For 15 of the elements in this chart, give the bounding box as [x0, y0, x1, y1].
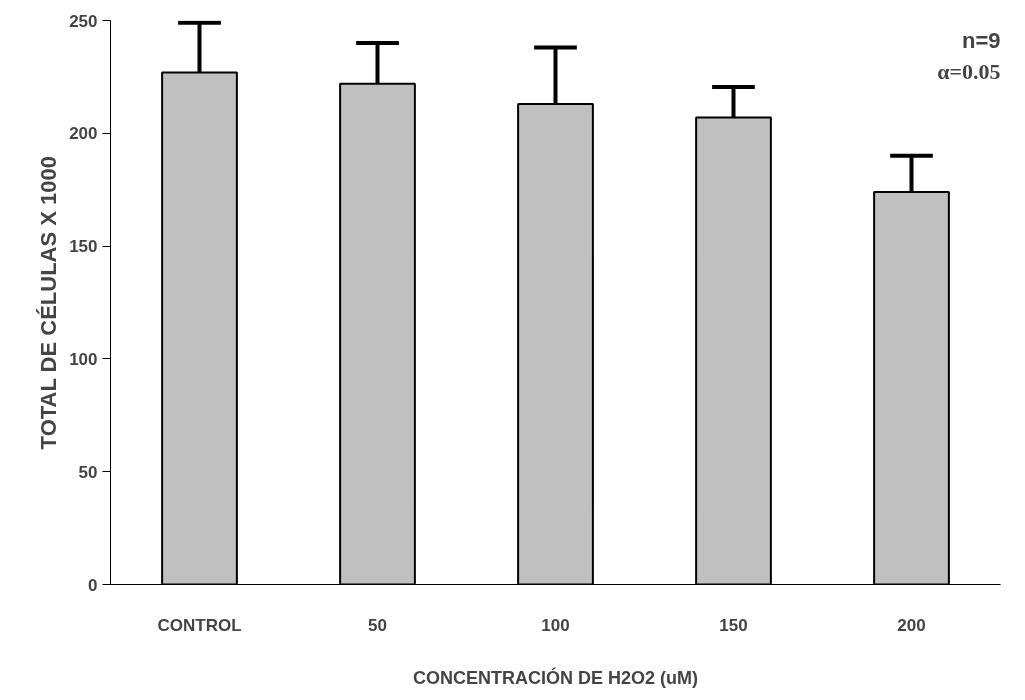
y-tick-label: 50	[78, 462, 98, 482]
annotation: α=0.05	[937, 58, 1001, 84]
x-tick-label: 200	[897, 615, 926, 635]
y-tick-label: 200	[69, 124, 98, 144]
annotation: n=9	[961, 27, 1001, 53]
y-tick-label: 250	[69, 11, 98, 31]
x-axis-title: CONCENTRACIÓN DE H2O2 (uM)	[413, 666, 699, 688]
x-tick-label: 50	[368, 615, 387, 635]
x-tick-label: 150	[719, 615, 748, 635]
x-tick-label: CONTROL	[157, 615, 242, 635]
y-tick-label: 0	[88, 575, 98, 595]
y-axis-title: TOTAL DE CÉLULAS X 1000	[36, 155, 62, 450]
x-tick-label: 100	[541, 615, 570, 635]
y-tick-label: 150	[69, 237, 98, 257]
y-tick-label: 100	[69, 349, 98, 369]
